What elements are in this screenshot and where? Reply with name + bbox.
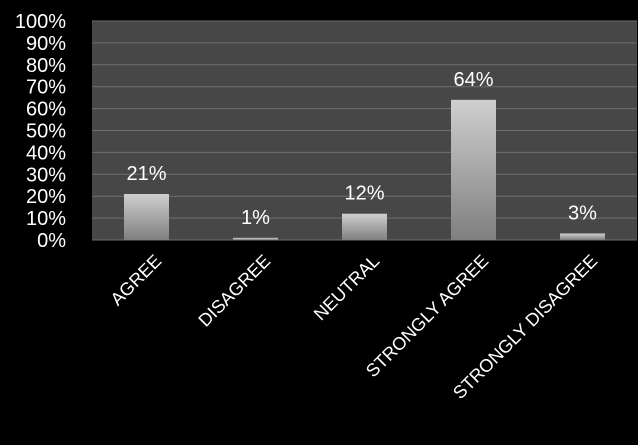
y-axis: 0%10%20%30%40%50%60%70%80%90%100% [15, 11, 66, 252]
y-tick-label: 80% [26, 55, 66, 77]
y-tick-label: 40% [26, 142, 66, 164]
data-label: 21% [126, 163, 166, 185]
data-label: 64% [453, 69, 493, 91]
y-tick-label: 90% [26, 33, 66, 55]
y-tick-label: 20% [26, 186, 66, 208]
y-tick-label: 70% [26, 77, 66, 99]
x-tick-label: DISAGREE [194, 251, 274, 331]
y-tick-label: 0% [37, 230, 66, 252]
bars [124, 99, 605, 240]
bar-neutral [342, 213, 387, 240]
y-tick-label: 30% [26, 164, 66, 186]
y-tick-label: 100% [15, 11, 66, 33]
y-tick-label: 10% [26, 208, 66, 230]
data-label: 1% [241, 207, 270, 229]
x-tick-label: NEUTRAL [310, 251, 384, 325]
y-tick-label: 50% [26, 121, 66, 143]
bar-strongly-agree [451, 99, 496, 240]
data-labels: 21% 1% 12% 64% 3% [126, 69, 597, 229]
data-label: 12% [344, 183, 384, 205]
bar-agree [124, 194, 169, 240]
x-tick-label: STRONGLY AGREE [362, 251, 492, 381]
data-label: 3% [568, 202, 597, 224]
bar-disagree [233, 237, 278, 240]
bar-strongly-disagree [560, 233, 605, 240]
y-tick-label: 60% [26, 99, 66, 121]
x-tick-label: AGREE [107, 251, 166, 310]
